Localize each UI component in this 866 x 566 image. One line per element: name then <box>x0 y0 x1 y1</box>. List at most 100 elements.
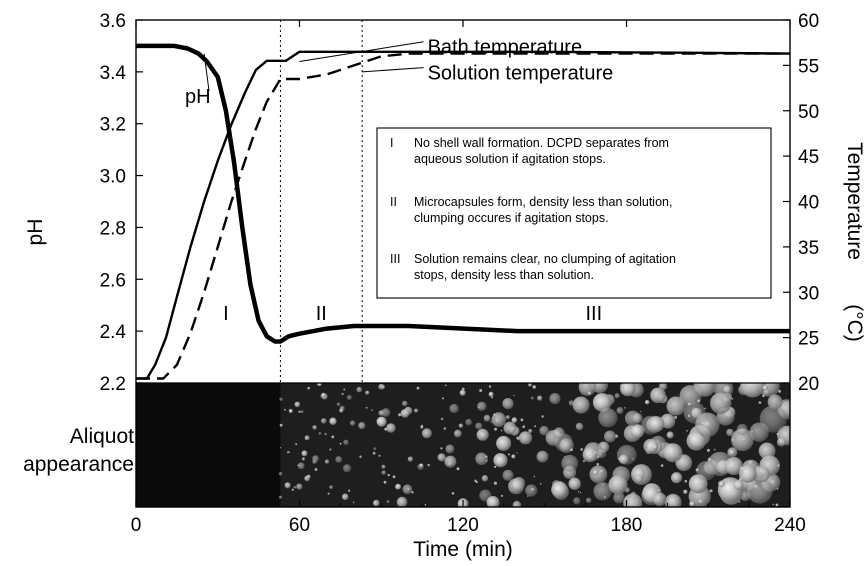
microcapsule-bubbles <box>278 383 790 507</box>
y-left-tick-label: 2.2 <box>100 374 126 395</box>
microcapsule-bubble <box>283 408 287 411</box>
microcapsule-speck <box>772 503 774 506</box>
microcapsule-speck <box>600 469 603 473</box>
microcapsule-speck <box>570 448 573 452</box>
microcapsule-bubble <box>648 416 665 432</box>
microcapsule-speck <box>474 479 477 482</box>
microcapsule-speck <box>777 464 780 467</box>
microcapsule-speck <box>742 438 745 441</box>
y-left-tick-label: 2.8 <box>100 218 126 239</box>
y-right-axis-title: Temperature (°C) <box>843 142 866 342</box>
microcapsule-speck <box>513 394 515 396</box>
y-right-tick-label: 55 <box>798 56 819 77</box>
microcapsule-bubble <box>666 396 686 416</box>
microcapsule-bubble <box>664 493 682 507</box>
microcapsule-speck <box>539 483 542 485</box>
microcapsule-bubble <box>465 418 473 426</box>
x-tick-label: 0 <box>131 515 142 536</box>
microcapsule-speck <box>617 457 620 460</box>
microcapsule-speck <box>534 425 536 428</box>
microcapsule-bubble <box>300 410 304 414</box>
microcapsule-bubble <box>293 485 297 489</box>
microcapsule-bubble <box>693 383 716 397</box>
microcapsule-bubble <box>304 435 310 441</box>
y-right-tick-label: 40 <box>798 193 819 214</box>
strip-label-line-1: Aliquot <box>70 425 134 448</box>
microcapsule-bubble <box>614 393 620 399</box>
microcapsule-bubble <box>288 409 293 413</box>
microcapsule-speck <box>778 390 781 393</box>
x-tick-label: 240 <box>774 515 806 536</box>
microcapsule-speck <box>317 383 321 386</box>
microcapsule-speck <box>500 429 503 432</box>
microcapsule-bubble <box>596 463 600 466</box>
microcapsule-bubble <box>419 463 424 468</box>
microcapsule-speck <box>695 468 699 472</box>
microcapsule-speck <box>314 468 318 471</box>
microcapsule-bubble <box>618 454 629 465</box>
microcapsule-bubble <box>381 470 386 475</box>
microcapsule-bubble <box>279 397 283 402</box>
note-1-line-2: aqueous solution if agitation stops. <box>414 152 606 166</box>
microcapsule-speck <box>456 467 460 471</box>
microcapsule-bubble <box>724 457 743 475</box>
microcapsule-bubble <box>518 431 533 445</box>
microcapsule-speck <box>588 455 592 458</box>
microcapsule-bubble <box>525 484 538 497</box>
y-right-axis-unit: (°C) <box>843 304 866 342</box>
microcapsule-bubble <box>512 500 522 507</box>
x-tick-label: 120 <box>447 515 479 536</box>
microcapsule-bubble <box>593 482 612 501</box>
microcapsule-speck <box>775 503 779 507</box>
microcapsule-bubble <box>445 444 455 454</box>
microcapsule-bubble <box>589 465 608 484</box>
microcapsule-bubble <box>329 485 333 490</box>
microcapsule-speck <box>378 454 381 457</box>
microcapsule-speck <box>731 398 734 400</box>
microcapsule-speck <box>687 414 691 417</box>
microcapsule-speck <box>420 424 423 427</box>
microcapsule-speck <box>597 455 599 458</box>
microcapsule-bubble <box>318 432 322 435</box>
microcapsule-bubble <box>483 414 491 422</box>
microcapsule-speck <box>440 447 443 450</box>
microcapsule-bubble <box>381 385 385 389</box>
microcapsule-bubble <box>440 417 444 421</box>
microcapsule-speck <box>416 386 420 390</box>
microcapsule-speck <box>580 491 582 494</box>
microcapsule-bubble <box>324 459 330 464</box>
microcapsule-bubble <box>623 493 643 507</box>
annotation-leader <box>299 41 424 62</box>
microcapsule-speck <box>279 423 283 427</box>
microcapsule-speck <box>365 406 368 409</box>
microcapsule-bubble <box>444 455 457 468</box>
y-right-tick-label: 25 <box>798 329 819 350</box>
microcapsule-bubble <box>568 477 581 490</box>
microcapsule-bubble <box>696 461 716 481</box>
microcapsule-bubble <box>341 493 349 501</box>
microcapsule-bubble <box>376 416 387 427</box>
microcapsule-bubble <box>358 422 366 430</box>
microcapsule-speck <box>541 415 544 418</box>
microcapsule-bubble <box>505 415 510 420</box>
microcapsule-speck <box>372 451 376 455</box>
microcapsule-speck <box>359 455 362 458</box>
microcapsule-bubble <box>427 463 431 467</box>
strip-label-line-2: appearance <box>23 453 134 476</box>
microcapsule-bubble <box>561 454 579 472</box>
microcapsule-bubble <box>503 421 517 435</box>
note-2-numeral: II <box>390 195 397 209</box>
microcapsule-speck <box>442 397 444 400</box>
microcapsule-speck <box>698 434 701 437</box>
microcapsule-speck <box>533 475 535 478</box>
microcapsule-bubble <box>402 400 408 407</box>
region-label-i: I <box>223 303 229 325</box>
microcapsule-bubble <box>663 443 683 463</box>
phase-notes-frame <box>376 127 772 299</box>
microcapsule-speck <box>295 443 298 446</box>
microcapsule-bubble <box>537 395 543 401</box>
microcapsule-bubble <box>378 410 385 416</box>
microcapsule-speck <box>733 492 736 495</box>
microcapsule-speck <box>407 488 410 490</box>
